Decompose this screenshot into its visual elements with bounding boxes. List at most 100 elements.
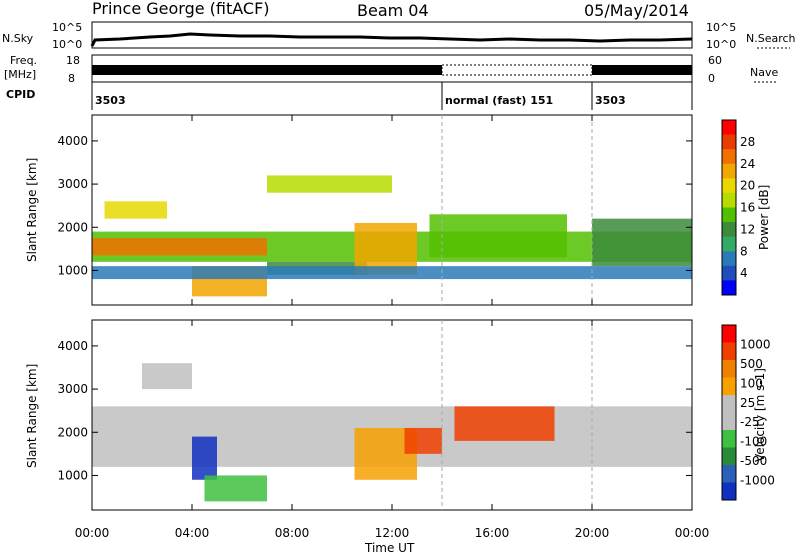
colorbar-swatch [722,377,736,396]
colorbar-tick-label: 24 [740,157,755,171]
velocity-axes: 1000 2000 3000 4000 [57,320,693,510]
power-axes: 1000 2000 3000 4000 [57,115,693,305]
freq-band-3 [592,65,692,75]
y-tick-label: 2000 [57,425,88,439]
colorbar-swatch [722,265,736,281]
colorbar-tick-label: 25 [740,396,755,410]
colorbar-tick-label: 28 [740,135,755,149]
velocity-cbar-label: Velocity [m s-1] [753,368,767,462]
colorbar-tick-label: 8 [740,244,748,258]
y-tick-label: 1000 [57,468,88,482]
colorbar-tick-label: 500 [740,357,763,371]
colorbar-swatch [722,236,736,252]
cpid-segment-label: normal (fast) 151 [445,94,553,107]
colorbar-swatch [722,482,736,501]
heatmap-band [142,363,192,390]
colorbar-swatch [722,207,736,223]
colorbar-swatch [722,360,736,378]
colorbar-frame [721,119,737,296]
colorbar-frame [721,324,737,501]
nave-tick-bottom: 0 [708,72,715,85]
x-tick-label: 16:00 [475,526,510,540]
heatmap-band [267,175,392,193]
colorbar-swatch [722,342,736,361]
colorbar-swatch [722,163,736,179]
colorbar-tick-label: 20 [740,179,755,193]
freq-tick-top: 18 [66,54,80,67]
cpid-segment-label: 3503 [595,94,626,107]
heatmap-band [454,406,555,441]
date-title: 05/May/2014 [584,1,689,20]
station-title: Prince George (fitACF) [92,0,270,18]
velocity-colorbar: 1000 500 100 25 -25 -100 -500 -1000 [721,324,775,501]
nsky-tick-bottom: 10^0 [52,38,82,51]
colorbar-tick-label: -25 [740,415,760,429]
y-tick-label: 1000 [57,263,88,277]
colorbar-swatch [722,178,736,194]
nsearch-label: N.Search [746,32,796,45]
nsky-tick-top: 10^5 [52,21,82,34]
colorbar-swatch [722,412,736,431]
time-axis-title: Time UT [364,541,415,554]
colorbar-swatch [722,149,736,165]
y-tick-label: 3000 [57,177,88,191]
power-ylabel: Slant Range [km] [25,158,39,262]
heatmap-band [204,475,267,502]
velocity-heatmap [92,363,692,502]
beam-title: Beam 04 [357,1,429,20]
x-tick-label: 00:00 [675,526,710,540]
cpid-label: CPID [6,88,35,101]
noise-trace [90,32,693,47]
y-tick-label: 4000 [57,339,88,353]
colorbar-swatch [722,192,736,208]
colorbar-swatch [722,251,736,267]
velocity-ylabel: Slant Range [km] [25,364,39,468]
heatmap-band [429,214,567,258]
cpid-segments: 3503 normal (fast) 151 3503 [95,82,626,110]
colorbar-swatch [722,447,736,466]
freq-tick-bottom: 8 [68,72,75,85]
colorbar-tick-label: 100 [740,376,763,390]
colorbar-tick-label: 16 [740,201,755,215]
power-cbar-label: Power [dB] [757,185,771,250]
x-tick-label: 20:00 [575,526,610,540]
nsearch-tick-top: 10^5 [706,21,736,34]
heatmap-band [592,218,692,267]
heatmap-band [92,238,267,256]
cpid-segment-label: 3503 [95,94,126,107]
nsky-label: N.Sky [2,32,34,45]
noise-strip-frame [91,21,693,49]
colorbar-tick-label: -500 [740,454,767,468]
nave-tick-top: 60 [708,54,722,67]
y-tick-label: 2000 [57,220,88,234]
x-tick-label: 12:00 [375,526,410,540]
heatmap-band [92,266,692,280]
freq-band-2 [441,64,593,76]
colorbar-swatch [722,222,736,238]
colorbar-swatch [722,280,736,296]
colorbar-swatch [722,325,736,343]
heatmap-band [192,436,217,480]
colorbar-swatch [722,430,736,448]
colorbar-tick-label: -1000 [740,474,775,488]
colorbar-swatch [722,465,736,483]
x-tick-label: 00:00 [75,526,110,540]
heatmap-band [104,201,167,219]
x-tick-label: 08:00 [275,526,310,540]
power-colorbar: 28 24 20 16 12 8 4 [721,119,755,296]
nsearch-tick-bottom: 10^0 [706,38,736,51]
freq-band-1 [92,65,442,75]
time-axis: 00:00 04:00 08:00 12:00 16:00 20:00 00:00 [75,526,710,540]
colorbar-tick-label: 4 [740,266,748,280]
x-tick-label: 04:00 [175,526,210,540]
nave-label: Nave [750,66,778,79]
freq-label: Freq. [10,54,37,67]
y-tick-label: 3000 [57,382,88,396]
colorbar-swatch [722,120,736,136]
freq-unit: [MHz] [4,68,36,81]
colorbar-tick-label: 12 [740,222,755,236]
colorbar-tick-label: 1000 [740,337,771,351]
colorbar-tick-label: -100 [740,435,767,449]
y-tick-label: 4000 [57,134,88,148]
colorbar-swatch [722,395,736,413]
